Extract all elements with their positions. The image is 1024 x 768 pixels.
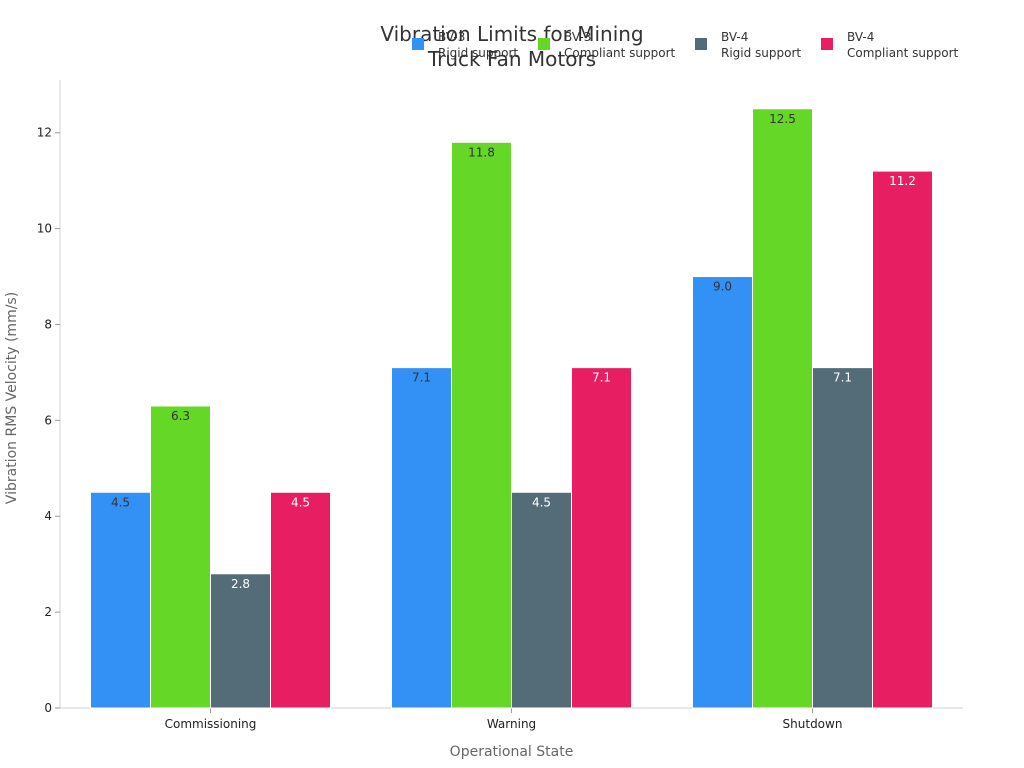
- data-label: 4.5: [111, 495, 130, 509]
- y-tick-label: 6: [44, 413, 52, 427]
- y-tick-label: 10: [37, 222, 52, 236]
- legend-label: BV-3: [438, 30, 465, 44]
- x-tick-label: Warning: [487, 717, 536, 731]
- bar: [90, 491, 151, 709]
- legend-item: BV-3 Rigid support: [412, 30, 518, 60]
- bar: [451, 141, 512, 709]
- data-label: 11.2: [889, 174, 916, 188]
- legend-item: BV-4 Compliant support: [821, 30, 959, 60]
- legend-label: BV-4: [721, 30, 748, 44]
- data-label: 4.5: [532, 495, 551, 509]
- x-tick-label: Commissioning: [165, 717, 257, 731]
- y-tick-label: 8: [44, 317, 52, 331]
- bar: [872, 170, 933, 709]
- data-label: 4.5: [291, 495, 310, 509]
- x-axis-title: Operational State: [450, 744, 574, 760]
- data-labels-group: 4.5 6.3 2.8 4.5 7.1 11.8 4.5 7.1 9.0 12.5 7.1 11.2: [111, 112, 916, 591]
- bar: [752, 108, 813, 709]
- y-tick-label: 2: [44, 605, 52, 619]
- chart-title-line: Truck Fan Motors: [427, 47, 596, 71]
- data-label: 7.1: [592, 371, 611, 385]
- data-label: 9.0: [713, 280, 732, 294]
- legend-swatch: [695, 38, 707, 50]
- bar: [150, 405, 211, 709]
- chart-title-line: Vibration Limits for Mining: [380, 22, 643, 46]
- y-axis-title: Vibration RMS Velocity (mm/s): [4, 292, 20, 504]
- axes: 0 2 4 6 8 10 12 Commissioning Warning Shutdown Ope…: [4, 80, 963, 760]
- legend-label: Rigid support: [438, 46, 518, 60]
- bars-group: [90, 108, 933, 709]
- y-tick-label: 4: [44, 509, 52, 523]
- bar: [571, 367, 632, 709]
- legend-label: BV-4: [847, 30, 874, 44]
- data-label: 11.8: [468, 145, 495, 159]
- y-tick-label: 0: [44, 701, 52, 715]
- legend-label: Compliant support: [847, 46, 959, 60]
- data-label: 6.3: [171, 409, 190, 423]
- legend-label: BV-3: [564, 30, 591, 44]
- bar: [270, 491, 331, 709]
- legend-swatch: [821, 38, 833, 50]
- bar: [692, 276, 753, 709]
- bar: [391, 367, 452, 709]
- bar: [511, 491, 572, 709]
- legend-item: BV-3 Compliant support: [538, 30, 676, 60]
- legend-item: BV-4 Rigid support: [695, 30, 801, 60]
- data-label: 2.8: [231, 577, 250, 591]
- x-tick-label: Shutdown: [783, 717, 843, 731]
- legend-swatch: [538, 38, 550, 50]
- y-tick-label: 12: [37, 126, 52, 140]
- bar: [812, 367, 873, 709]
- data-label: 7.1: [412, 371, 431, 385]
- legend-label: Rigid support: [721, 46, 801, 60]
- data-label: 12.5: [769, 112, 796, 126]
- data-label: 7.1: [833, 371, 852, 385]
- legend-label: Compliant support: [564, 46, 676, 60]
- legend-swatch: [412, 38, 424, 50]
- bar: [210, 573, 271, 709]
